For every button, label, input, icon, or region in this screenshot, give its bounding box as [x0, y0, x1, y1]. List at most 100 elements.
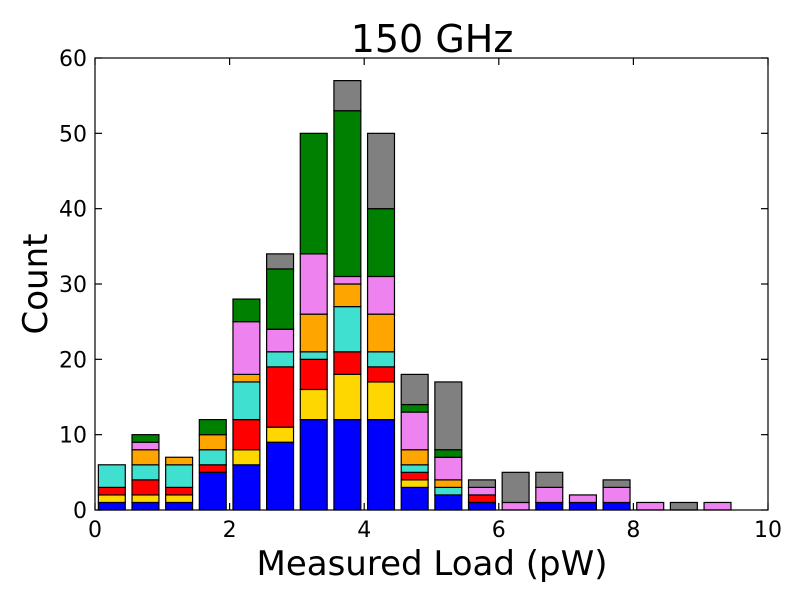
bar-segment-bin8-s4	[366, 313, 396, 353]
bar-segment-bin3-s2	[198, 464, 227, 473]
y-tick-label: 20	[59, 348, 87, 373]
bar-segment-bin13-s7	[535, 471, 564, 489]
bar-segment-bin8-s3	[366, 351, 396, 368]
x-tick-label: 0	[88, 518, 102, 543]
bar-segment-bin4-s2	[232, 419, 261, 451]
bar-segment-bin14-s5	[568, 494, 597, 504]
chart-title: 150 GHz	[351, 17, 514, 61]
bar-segment-bin15-s0	[602, 501, 631, 511]
bar-segment-bin5-s0	[266, 441, 295, 511]
bar-segment-bin5-s6	[266, 268, 295, 330]
bar-segment-bin1-s4	[131, 449, 160, 466]
bar-segment-bin11-s5	[467, 486, 497, 496]
bar-segment-bin5-s3	[266, 351, 295, 368]
bar-segment-bin1-s2	[131, 479, 160, 496]
bar-segment-bin9-s1	[400, 479, 429, 489]
bar-segment-bin6-s6	[299, 132, 328, 255]
bar-segment-bin8-s0	[366, 419, 396, 511]
bar-segment-bin7-s6	[333, 110, 362, 278]
bar-segment-bin1-s6	[131, 434, 160, 443]
x-tick-label: 8	[626, 518, 640, 543]
y-axis-label: Count	[16, 234, 56, 335]
bar-segment-bin7-s4	[333, 283, 362, 308]
bar-segment-bin10-s4	[434, 479, 463, 489]
bar-segment-bin8-s6	[366, 208, 396, 278]
x-axis-label: Measured Load (pW)	[257, 544, 608, 584]
bar-segment-bin4-s5	[232, 321, 261, 375]
bar-segment-bin10-s7	[434, 381, 463, 451]
bar-segment-bin15-s7	[602, 479, 631, 489]
bar-segment-bin3-s4	[198, 434, 227, 451]
bar-segment-bin5-s7	[266, 253, 295, 270]
y-tick-label: 0	[73, 499, 87, 524]
bar-segment-bin2-s2	[165, 486, 194, 496]
bar-segment-bin9-s4	[400, 449, 429, 466]
bar-segment-bin1-s0	[131, 501, 160, 511]
bar-segment-bin0-s2	[97, 486, 126, 496]
bar-segment-bin9-s3	[400, 464, 429, 473]
bar-segment-bin9-s0	[400, 486, 429, 511]
bar-segment-bin0-s1	[97, 494, 126, 504]
bar-segment-bin0-s0	[97, 501, 126, 511]
y-tick-label: 30	[59, 273, 87, 298]
bar-segment-bin11-s0	[467, 501, 497, 511]
bar-segment-bin13-s5	[535, 486, 564, 504]
bar-segment-bin2-s3	[165, 464, 194, 488]
bar-segment-bin6-s4	[299, 313, 328, 353]
bar-segment-bin0-s3	[97, 464, 126, 488]
bar-segment-bin11-s2	[467, 494, 497, 504]
bar-segment-bin7-s0	[333, 419, 362, 511]
bar-segment-bin5-s5	[266, 328, 295, 353]
bar-segment-bin6-s2	[299, 358, 328, 391]
bar-segment-bin8-s5	[366, 275, 396, 315]
bar-segment-bin15-s5	[602, 486, 631, 504]
bar-segment-bin13-s0	[535, 501, 564, 511]
bar-segment-bin4-s6	[232, 298, 261, 323]
bar-segment-bin4-s1	[232, 449, 261, 466]
bar-segment-bin8-s7	[366, 132, 396, 210]
bar-segment-bin9-s2	[400, 471, 429, 481]
bar-segment-bin4-s3	[232, 381, 261, 421]
y-tick-label: 10	[59, 424, 87, 449]
bar-segment-bin1-s1	[131, 494, 160, 504]
bar-segment-bin7-s5	[333, 275, 362, 285]
bar-segment-bin10-s5	[434, 456, 463, 481]
y-tick-label: 60	[59, 47, 87, 72]
bar-segment-bin7-s7	[333, 79, 362, 112]
bar-segment-bin3-s3	[198, 449, 227, 466]
bar-segment-bin9-s5	[400, 411, 429, 451]
x-tick-label: 6	[492, 518, 506, 543]
bar-segment-bin3-s6	[198, 419, 227, 436]
bar-segment-bin11-s7	[467, 479, 497, 489]
bar-segment-bin4-s4	[232, 373, 261, 383]
bar-segment-bin3-s0	[198, 471, 227, 511]
bar-segment-bin10-s0	[434, 494, 463, 511]
bar-segment-bin12-s7	[501, 471, 530, 504]
bar-segment-bin6-s0	[299, 419, 328, 511]
x-tick-label: 2	[223, 518, 237, 543]
bar-segment-bin10-s6	[434, 449, 463, 458]
bar-segment-bin1-s5	[131, 441, 160, 451]
bar-segment-bin2-s4	[165, 456, 194, 466]
bar-segment-bin2-s1	[165, 494, 194, 504]
bar-segment-bin18-s5	[703, 501, 732, 511]
bar-segment-bin14-s0	[568, 501, 597, 511]
bar-segment-bin7-s1	[333, 373, 362, 421]
bar-segment-bin6-s1	[299, 388, 328, 421]
bar-segment-bin2-s0	[165, 501, 194, 511]
x-tick-label: 4	[357, 518, 371, 543]
plot-frame	[94, 57, 769, 511]
x-tick-label: 10	[754, 518, 782, 543]
bar-segment-bin6-s3	[299, 351, 328, 360]
bar-segment-bin5-s1	[266, 426, 295, 443]
y-tick-label: 50	[59, 122, 87, 147]
bar-segment-bin7-s3	[333, 306, 362, 353]
bar-segment-bin16-s5	[636, 501, 665, 511]
bar-segment-bin1-s3	[131, 464, 160, 481]
bar-segment-bin5-s2	[266, 366, 295, 428]
bar-segment-bin9-s7	[400, 373, 429, 406]
bar-segment-bin12-s5	[501, 501, 530, 511]
bar-segment-bin10-s3	[434, 486, 463, 496]
bar-segment-bin9-s6	[400, 403, 429, 413]
